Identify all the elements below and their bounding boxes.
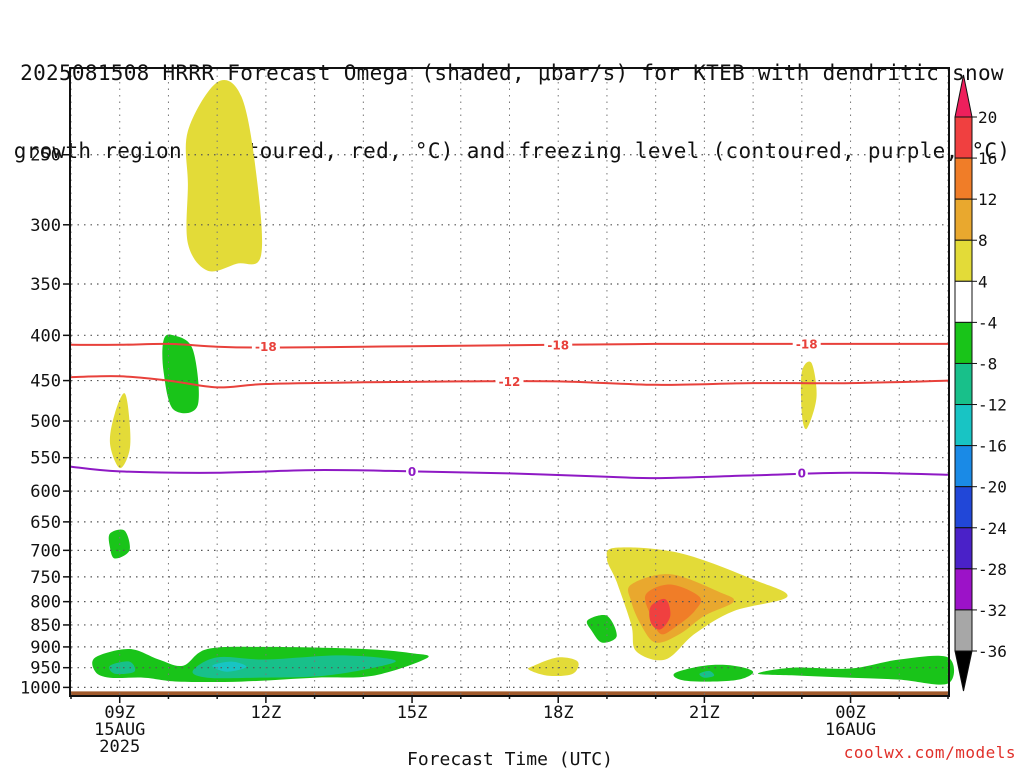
x-tick-label: 15AUG [94, 720, 145, 740]
y-tick-label: 250 [30, 146, 61, 166]
omega-region [185, 79, 263, 272]
colorbar-label: -8 [978, 354, 997, 373]
y-tick-label: 900 [30, 638, 61, 658]
omega-region [586, 615, 617, 643]
y-tick-label: 500 [30, 412, 61, 432]
colorbar-label: -32 [978, 601, 1007, 620]
colorbar-band [954, 157, 973, 200]
contour-label: -12 [499, 375, 521, 389]
x-tick-label: 12Z [251, 703, 282, 723]
omega-region [649, 598, 671, 630]
colorbar-band [954, 321, 973, 364]
colorbar-label: -24 [978, 519, 1007, 538]
contour-label-bg [792, 336, 821, 351]
omega-region [109, 661, 136, 675]
colorbar-band [954, 404, 973, 447]
colorbar-band [954, 280, 973, 323]
y-tick-label: 800 [30, 593, 61, 613]
colorbar-label: -12 [978, 396, 1007, 415]
colorbar-band [954, 527, 973, 570]
omega-region [212, 661, 247, 672]
contour-label: 0 [798, 466, 806, 480]
pressure-axis: 2503003504004505005506006507007508008509… [20, 146, 71, 698]
x-tick-label: 00Z [835, 703, 866, 723]
omega-shading-layer [71, 79, 955, 695]
credit-text: coolwx.com/models [843, 743, 1016, 762]
chart-title-line-1: 2025081508 HRRR Forecast Omega (shaded, … [20, 61, 1004, 85]
contour-label: -18 [255, 340, 277, 354]
y-tick-label: 600 [30, 482, 61, 502]
colorbar-max-arrow [954, 74, 973, 118]
colorbar-band [954, 239, 973, 282]
colorbar-label: 12 [978, 190, 997, 209]
y-tick-label: 650 [30, 513, 61, 533]
dendritic-contour [70, 342, 948, 349]
x-tick-label: 09Z [104, 703, 135, 723]
x-axis-label: Forecast Time (UTC) [407, 749, 613, 768]
colorbar-band [954, 568, 973, 611]
colorbar-label: 4 [978, 272, 988, 291]
y-tick-label: 400 [30, 326, 61, 346]
colorbar-band [954, 609, 973, 652]
colorbar-min-arrow [954, 650, 973, 692]
contour-label-bg [795, 465, 808, 480]
colorbar-label: 8 [978, 231, 988, 250]
contour-label-bg [406, 464, 419, 479]
contour-label: -18 [796, 337, 818, 351]
omega-region [192, 655, 396, 679]
x-tick-label: 21Z [689, 703, 720, 723]
colorbar-band [954, 486, 973, 529]
colorbar: 20 16 12 8 4 -4 -8 -12 -16 -20 -24 -28 -32 -36 [954, 74, 1007, 692]
y-tick-label: 1000 [20, 678, 61, 698]
colorbar-label: -28 [978, 560, 1007, 579]
omega-region [673, 664, 754, 682]
x-tick-label: 15Z [397, 703, 428, 723]
y-tick-label: 750 [30, 568, 61, 588]
contour-label-bg [495, 374, 524, 389]
y-tick-label: 700 [30, 541, 61, 561]
freezing-level-contour [70, 465, 949, 480]
omega-region [109, 393, 131, 469]
colorbar-label: -16 [978, 437, 1007, 456]
chart-title-line-2: growth region (contoured, red, °C) and f… [13, 139, 1011, 163]
x-tick-label: 18Z [543, 703, 574, 723]
x-tick-label: 16AUG [825, 720, 876, 740]
x-tick-label: 2025 [99, 737, 140, 757]
y-tick-label: 350 [30, 275, 61, 295]
colorbar-band [954, 116, 973, 159]
omega-region [800, 361, 817, 430]
y-tick-label: 300 [30, 216, 61, 236]
y-tick-label: 550 [30, 449, 61, 469]
contour-layer: -18 -18 -18 -12 0 0 [70, 336, 949, 480]
colorbar-label: 20 [978, 108, 997, 127]
colorbar-band [954, 445, 973, 488]
y-tick-label: 850 [30, 616, 61, 636]
colorbar-label: -20 [978, 478, 1007, 497]
colorbar-label: -36 [978, 642, 1007, 661]
omega-region [162, 334, 199, 414]
contour-label: 0 [408, 465, 416, 479]
y-tick-label: 450 [30, 372, 61, 392]
omega-region [757, 655, 955, 685]
contour-label-bg [251, 339, 280, 354]
dendritic-contour [70, 375, 949, 389]
y-tick-label: 950 [30, 659, 61, 679]
colorbar-label: 16 [978, 149, 997, 168]
omega-region [528, 657, 579, 677]
contour-label-bg [544, 337, 573, 352]
omega-region [699, 670, 715, 678]
colorbar-band [954, 362, 973, 406]
contour-label: -18 [547, 338, 569, 352]
colorbar-label: -4 [978, 313, 997, 332]
colorbar-band [954, 198, 973, 241]
